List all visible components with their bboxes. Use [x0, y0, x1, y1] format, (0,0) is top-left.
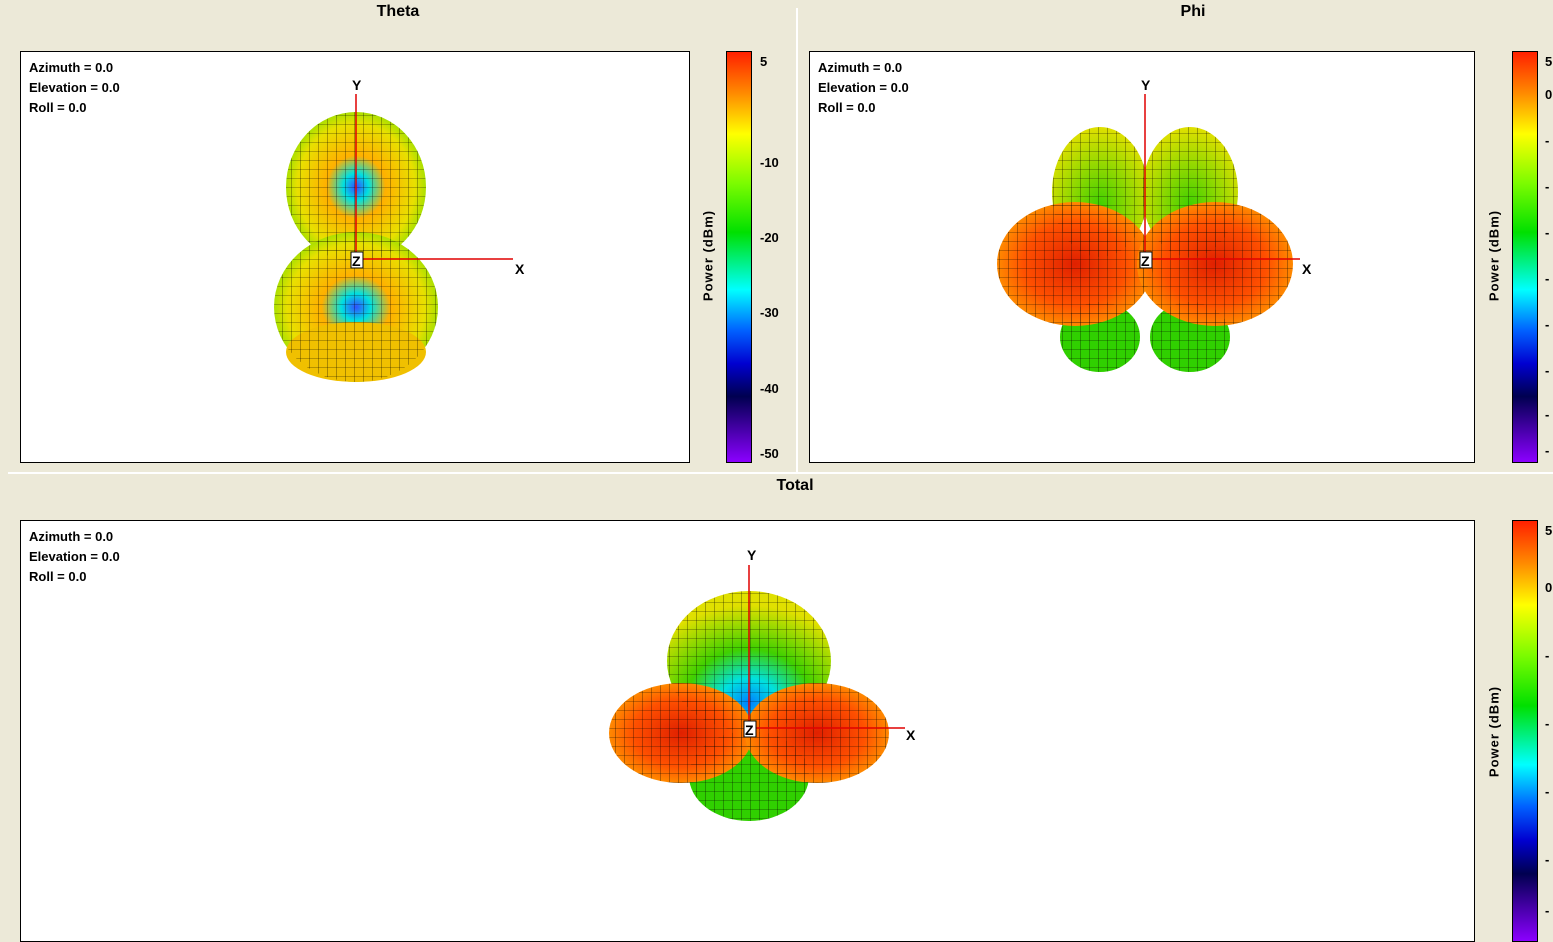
phi-lobes	[997, 127, 1293, 372]
theta-tick: -30	[760, 305, 779, 320]
total-tick: -	[1545, 784, 1550, 799]
phi-colorbar	[1512, 51, 1538, 463]
total-tick: 0	[1545, 580, 1553, 595]
theta-tick: -20	[760, 230, 779, 245]
phi-tick: -	[1545, 225, 1550, 240]
total-tick: -	[1545, 903, 1550, 918]
theta-roll: Roll = 0.0	[29, 100, 87, 115]
total-z-label: Z	[745, 722, 754, 738]
total-panel: Total Azimuth = 0.0 Elevation = 0.0 Roll…	[0, 474, 1553, 942]
total-z-marker	[743, 720, 757, 738]
phi-colorbar-ticks: 5 0 - - - - - - - -	[1545, 51, 1553, 461]
horizontal-divider	[8, 472, 1553, 474]
total-roll: Roll = 0.0	[29, 569, 87, 584]
phi-z-label: Z	[1141, 253, 1150, 269]
theta-colorbar-ticks: 5 -10 -20 -30 -40 -50	[760, 51, 790, 461]
theta-elevation: Elevation = 0.0	[29, 80, 120, 95]
phi-azimuth: Azimuth = 0.0	[818, 60, 903, 75]
theta-x-label: X	[515, 261, 525, 277]
total-colorbar-ticks: 5 0 - - - - -	[1545, 520, 1553, 940]
phi-x-label: X	[1302, 261, 1312, 277]
theta-tick: -10	[760, 155, 779, 170]
vertical-divider	[796, 8, 798, 472]
total-tick: 5	[1545, 523, 1553, 538]
phi-tick: -	[1545, 317, 1550, 332]
theta-z-label: Z	[352, 253, 361, 269]
phi-tick: -	[1545, 271, 1550, 286]
total-pattern: Y X Z	[609, 547, 916, 821]
total-y-label: Y	[747, 547, 757, 563]
theta-tick: -40	[760, 381, 779, 396]
phi-elevation: Elevation = 0.0	[818, 80, 909, 95]
theta-tick: 5	[760, 54, 768, 69]
total-plot-area[interactable]: Azimuth = 0.0 Elevation = 0.0 Roll = 0.0	[20, 520, 1475, 942]
phi-y-label: Y	[1141, 77, 1151, 93]
phi-pattern: Y X Z	[997, 77, 1312, 372]
theta-colorbar	[726, 51, 752, 463]
total-orientation: Azimuth = 0.0 Elevation = 0.0 Roll = 0.0	[29, 527, 120, 587]
total-colorbar	[1512, 520, 1538, 942]
total-elevation: Elevation = 0.0	[29, 549, 120, 564]
phi-title: Phi	[1180, 3, 1206, 20]
theta-panel: Theta Azimuth = 0.0 Elevation = 0.0 Roll…	[0, 0, 796, 472]
phi-roll: Roll = 0.0	[818, 100, 876, 115]
theta-orientation: Azimuth = 0.0 Elevation = 0.0 Roll = 0.0	[29, 58, 120, 118]
theta-plot-area[interactable]: Azimuth = 0.0 Elevation = 0.0 Roll = 0.0	[20, 51, 690, 463]
theta-y-label: Y	[352, 77, 362, 93]
theta-title: Theta	[376, 3, 420, 20]
phi-tick: -	[1545, 407, 1550, 422]
phi-tick: -	[1545, 443, 1550, 458]
phi-tick: 5	[1545, 54, 1553, 69]
phi-orientation: Azimuth = 0.0 Elevation = 0.0 Roll = 0.0	[818, 58, 909, 118]
phi-z-marker	[1139, 251, 1153, 269]
total-lobes	[609, 591, 889, 821]
total-tick: -	[1545, 716, 1550, 731]
total-title: Total	[776, 477, 814, 494]
total-colorbar-label: Power (dBm)	[1486, 685, 1502, 778]
phi-plot-area[interactable]: Azimuth = 0.0 Elevation = 0.0 Roll = 0.0	[809, 51, 1475, 463]
phi-panel: Phi Azimuth = 0.0 Elevation = 0.0 Roll =…	[798, 0, 1553, 472]
theta-azimuth: Azimuth = 0.0	[29, 60, 114, 75]
total-tick: -	[1545, 852, 1550, 867]
phi-colorbar-label: Power (dBm)	[1486, 209, 1502, 302]
theta-colorbar-label: Power (dBm)	[700, 209, 716, 302]
phi-tick: 0	[1545, 87, 1553, 102]
theta-pattern: Y X Z	[274, 77, 525, 382]
phi-tick: -	[1545, 363, 1550, 378]
theta-z-marker	[350, 251, 364, 269]
total-azimuth: Azimuth = 0.0	[29, 529, 114, 544]
total-x-label: X	[906, 727, 916, 743]
phi-tick: -	[1545, 133, 1550, 148]
phi-tick: -	[1545, 179, 1550, 194]
theta-tick: -50	[760, 446, 779, 461]
total-tick: -	[1545, 648, 1550, 663]
